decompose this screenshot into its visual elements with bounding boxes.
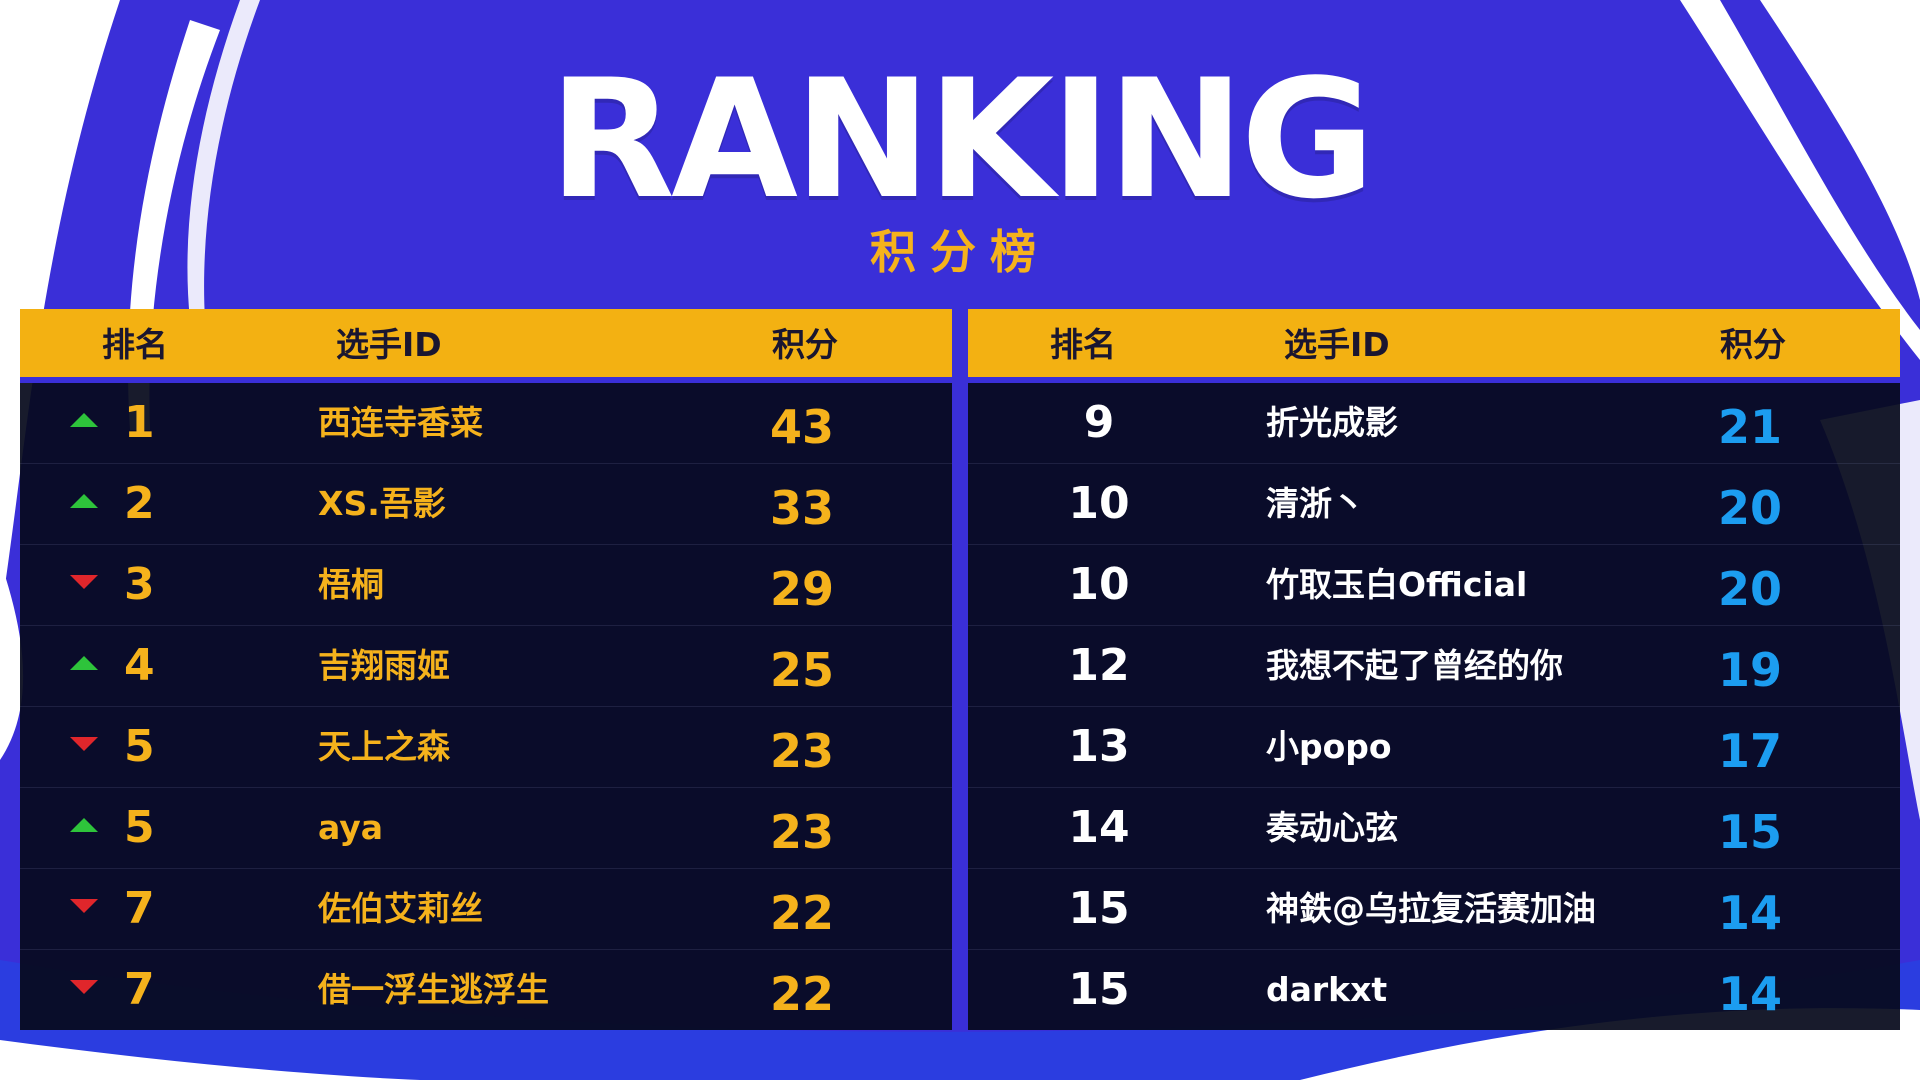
score-cell: 22 bbox=[769, 886, 834, 940]
header-rank: 排名 bbox=[102, 325, 168, 364]
player-cell: XS.吾影 bbox=[318, 484, 446, 523]
header-player-id: 选手ID bbox=[336, 325, 442, 364]
page-subtitle: 积分榜 bbox=[870, 225, 1050, 279]
rank-cell: 14 bbox=[1068, 802, 1130, 853]
score-cell: 23 bbox=[769, 724, 834, 778]
rank-cell: 15 bbox=[1068, 883, 1130, 934]
player-cell: 清浙丶 bbox=[1266, 484, 1365, 523]
trend-down-icon bbox=[70, 575, 98, 589]
player-cell: 梧桐 bbox=[318, 565, 384, 604]
table-row: 13 小popo 17 bbox=[968, 706, 1900, 787]
table-row: 10 竹取玉白Official 20 bbox=[968, 544, 1900, 625]
player-cell: 奏动心弦 bbox=[1266, 808, 1398, 847]
header-score: 积分 bbox=[1720, 325, 1786, 364]
score-cell: 15 bbox=[1717, 805, 1782, 859]
table-row: 7 借一浮生逃浮生 22 bbox=[20, 949, 952, 1030]
table-row: 5 aya 23 bbox=[20, 787, 952, 868]
table-body: 9 折光成影 21 10 清浙丶 20 10 竹取玉白Official 20 1… bbox=[968, 383, 1900, 1030]
table-row: 15 darkxt 14 bbox=[968, 949, 1900, 1030]
trend-down-icon bbox=[70, 737, 98, 751]
player-cell: 我想不起了曾经的你 bbox=[1266, 646, 1563, 685]
player-cell: 神鉄@乌拉复活赛加油 bbox=[1266, 889, 1596, 928]
rank-cell: 10 bbox=[1068, 559, 1130, 610]
player-cell: 吉翔雨姬 bbox=[318, 646, 450, 685]
table-row: 12 我想不起了曾经的你 19 bbox=[968, 625, 1900, 706]
player-cell: aya bbox=[318, 808, 384, 847]
header-rank: 排名 bbox=[1050, 325, 1116, 364]
table-row: 7 佐伯艾莉丝 22 bbox=[20, 868, 952, 949]
table-row: 2 XS.吾影 33 bbox=[20, 463, 952, 544]
score-cell: 14 bbox=[1717, 886, 1782, 940]
player-cell: 竹取玉白Official bbox=[1266, 565, 1528, 604]
table-row: 3 梧桐 29 bbox=[20, 544, 952, 625]
score-cell: 22 bbox=[769, 967, 834, 1021]
ranking-table-right: 排名 选手ID 积分 9 折光成影 21 10 清浙丶 20 10 竹取玉白Of… bbox=[968, 309, 1900, 1030]
trend-down-icon bbox=[70, 899, 98, 913]
table-header: 排名 选手ID 积分 bbox=[968, 309, 1900, 383]
player-cell: 天上之森 bbox=[318, 727, 450, 766]
rank-cell: 9 bbox=[1083, 397, 1115, 448]
table-body: 1 西连寺香菜 43 2 XS.吾影 33 3 梧桐 29 4 吉翔雨姬 2 5 … bbox=[20, 383, 952, 1030]
table-row: 15 神鉄@乌拉复活赛加油 14 bbox=[968, 868, 1900, 949]
table-row: 10 清浙丶 20 bbox=[968, 463, 1900, 544]
rank-cell: 12 bbox=[1068, 640, 1130, 691]
rank-cell: 7 bbox=[124, 964, 155, 1015]
player-cell: 折光成影 bbox=[1266, 403, 1398, 442]
rank-cell: 13 bbox=[1068, 721, 1130, 772]
score-cell: 23 bbox=[769, 805, 834, 859]
rank-cell: 15 bbox=[1068, 964, 1130, 1015]
player-cell: darkxt bbox=[1266, 970, 1388, 1009]
trend-down-icon bbox=[70, 980, 98, 994]
rank-cell: 2 bbox=[124, 478, 155, 529]
player-cell: 佐伯艾莉丝 bbox=[318, 889, 483, 928]
trend-up-icon bbox=[70, 413, 98, 427]
score-cell: 43 bbox=[769, 400, 834, 454]
rank-cell: 5 bbox=[124, 802, 155, 853]
rank-cell: 5 bbox=[124, 721, 155, 772]
score-cell: 20 bbox=[1717, 562, 1782, 616]
score-cell: 19 bbox=[1717, 643, 1782, 697]
table-row: 1 西连寺香菜 43 bbox=[20, 383, 952, 463]
rank-cell: 4 bbox=[124, 640, 155, 691]
player-cell: 西连寺香菜 bbox=[318, 403, 483, 442]
trend-up-icon bbox=[70, 818, 98, 832]
player-cell: 小popo bbox=[1266, 727, 1392, 766]
rank-cell: 3 bbox=[124, 559, 155, 610]
ranking-table-left: 排名 选手ID 积分 1 西连寺香菜 43 2 XS.吾影 33 3 梧桐 29… bbox=[20, 309, 952, 1030]
score-cell: 25 bbox=[769, 643, 834, 697]
page-title: RANKING bbox=[548, 44, 1375, 235]
header-score: 积分 bbox=[772, 325, 838, 364]
player-cell: 借一浮生逃浮生 bbox=[318, 970, 549, 1009]
table-row: 4 吉翔雨姬 25 bbox=[20, 625, 952, 706]
rank-cell: 7 bbox=[124, 883, 155, 934]
score-cell: 14 bbox=[1717, 967, 1782, 1021]
table-header: 排名 选手ID 积分 bbox=[20, 309, 952, 383]
table-row: 14 奏动心弦 15 bbox=[968, 787, 1900, 868]
score-cell: 33 bbox=[769, 481, 834, 535]
table-row: 5 天上之森 23 bbox=[20, 706, 952, 787]
score-cell: 20 bbox=[1717, 481, 1782, 535]
table-row: 9 折光成影 21 bbox=[968, 383, 1900, 463]
rank-cell: 10 bbox=[1068, 478, 1130, 529]
score-cell: 17 bbox=[1717, 724, 1782, 778]
header-player-id: 选手ID bbox=[1284, 325, 1390, 364]
score-cell: 21 bbox=[1717, 400, 1782, 454]
rank-cell: 1 bbox=[124, 397, 155, 448]
trend-up-icon bbox=[70, 494, 98, 508]
trend-up-icon bbox=[70, 656, 98, 670]
score-cell: 29 bbox=[769, 562, 834, 616]
